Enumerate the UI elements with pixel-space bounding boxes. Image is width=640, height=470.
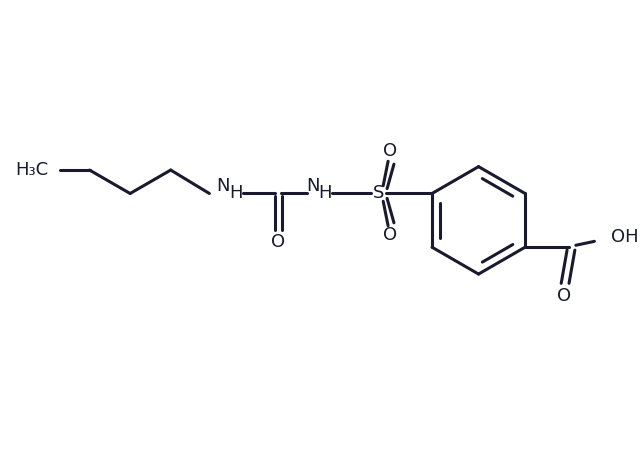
Text: O: O [557, 287, 571, 305]
Text: H: H [318, 185, 332, 203]
Text: N: N [306, 177, 319, 195]
Text: H: H [229, 185, 243, 203]
Text: O: O [383, 227, 397, 244]
Text: H₃C: H₃C [15, 161, 49, 179]
Text: OH: OH [611, 228, 639, 246]
Text: N: N [216, 177, 230, 195]
Text: S: S [372, 185, 384, 203]
Text: O: O [271, 233, 285, 251]
Text: O: O [383, 142, 397, 160]
